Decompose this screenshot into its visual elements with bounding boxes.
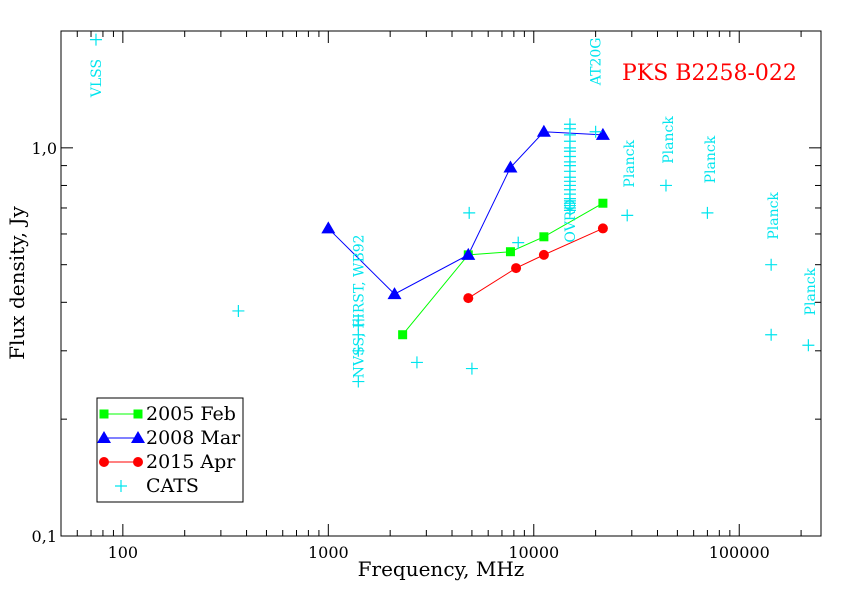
data-point-cats xyxy=(352,344,365,357)
data-point-cats xyxy=(802,339,815,352)
data-point-2015-apr xyxy=(538,249,549,260)
x-tick-label: 100000 xyxy=(709,543,770,562)
data-point-2005-feb xyxy=(505,247,515,257)
data-point-cats xyxy=(563,204,576,217)
legend-marker xyxy=(97,431,111,443)
legend-marker xyxy=(133,457,143,467)
data-point-cats xyxy=(589,125,602,138)
annotation-label: NVSS, FIRST, WB92 xyxy=(351,234,367,378)
legend-label: 2008 Mar xyxy=(146,427,241,449)
legend-marker xyxy=(99,409,109,419)
annotation-label: AT20G xyxy=(589,38,605,87)
plot-frame xyxy=(60,30,822,537)
y-tick-label: 0,1 xyxy=(32,527,57,546)
data-point-cats xyxy=(512,236,525,249)
annotation-label: OVRO xyxy=(563,199,579,242)
data-point-2008-mar xyxy=(321,221,336,234)
y-axis-title: Flux density, Jy xyxy=(5,205,29,359)
data-point-cats xyxy=(701,206,714,219)
annotation-label: Planck xyxy=(766,192,782,240)
legend-label: 2005 Feb xyxy=(146,403,236,425)
annotation-label: Planck xyxy=(803,267,819,315)
y-tick-labels: 0,1 1,0 xyxy=(32,139,57,546)
data-point-cats xyxy=(232,304,245,317)
x-tick-label: 10000 xyxy=(508,543,559,562)
data-point-2015-apr xyxy=(597,223,608,234)
data-point-cats xyxy=(463,206,476,219)
data-point-cats xyxy=(352,375,365,388)
legend-label: CATS xyxy=(146,475,199,497)
data-point-2015-apr xyxy=(463,293,474,304)
data-point-2005-feb xyxy=(598,198,608,208)
data-point-cats xyxy=(352,328,365,341)
x-tick-label: 100 xyxy=(108,543,139,562)
legend-marker xyxy=(131,431,145,443)
data-point-cats xyxy=(765,258,778,271)
data-point-2005-feb xyxy=(398,330,408,340)
series-line-2008-mar xyxy=(327,131,603,295)
y-tick-label: 1,0 xyxy=(32,139,57,158)
cats-annotations: VLSS NVSS, FIRST, WB92 OVRO AT20G Planck Plan… xyxy=(89,38,819,379)
legend-marker xyxy=(99,457,109,467)
data-point-2008-mar xyxy=(387,287,402,300)
legend-marker xyxy=(133,409,143,419)
data-point-cats xyxy=(410,356,423,369)
annotation-label: Planck xyxy=(622,139,638,187)
series-line-2015-apr xyxy=(468,227,604,299)
data-point-cats xyxy=(659,179,672,192)
data-point-cats xyxy=(621,209,634,222)
series-markers xyxy=(89,33,815,388)
x-tick-labels: 100 1000 10000 100000 xyxy=(108,543,770,562)
data-point-cats xyxy=(765,328,778,341)
data-point-2015-apr xyxy=(511,263,522,274)
object-label: PKS B2258-022 xyxy=(622,61,797,86)
series-lines xyxy=(327,131,604,336)
data-point-2008-mar xyxy=(595,127,610,140)
annotation-label: Planck xyxy=(703,135,719,183)
legend-label: 2015 Apr xyxy=(146,451,236,473)
annotation-label: Planck xyxy=(661,116,677,164)
legend-marker xyxy=(115,480,127,492)
data-point-2008-mar xyxy=(536,124,551,137)
annotation-label: VLSS xyxy=(89,59,105,98)
axis-ticks xyxy=(60,30,821,537)
x-tick-label: 1000 xyxy=(308,543,349,562)
data-point-cats xyxy=(89,33,102,46)
x-axis-title: Frequency, MHz xyxy=(358,557,525,581)
data-point-2008-mar xyxy=(461,247,476,260)
data-point-cats xyxy=(465,362,478,375)
data-point-2008-mar xyxy=(503,160,518,173)
data-point-2005-feb xyxy=(539,232,549,242)
